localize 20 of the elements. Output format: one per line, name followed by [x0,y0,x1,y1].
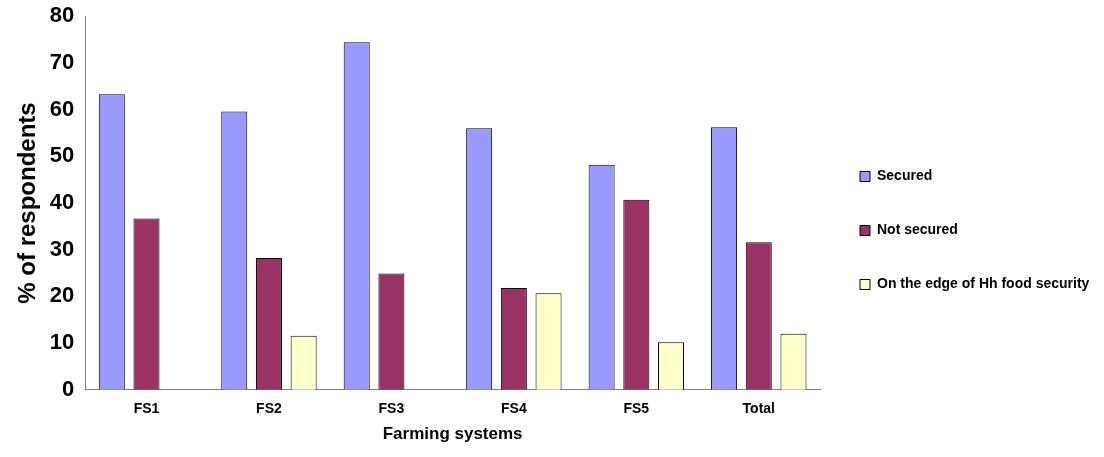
x-tick-label: FS4 [501,400,527,417]
legend-label: On the edge of Hh food security [877,275,1090,292]
x-axis-title: Farming systems [382,424,523,444]
x-tick-label: FS5 [623,400,650,417]
x-tick-label: Total [742,400,775,417]
y-tick-label: 70 [49,48,75,74]
y-tick-label: 20 [49,282,75,308]
y-tick-label: 30 [49,235,75,261]
y-tick-label: 60 [49,95,75,121]
y-axis-title: % of respondents [13,102,41,304]
y-tick-label: 0 [62,375,75,401]
legend-label: Not secured [877,221,958,238]
x-tick-label: FS2 [256,400,282,417]
y-tick-label: 50 [49,142,75,168]
legend-label: Secured [877,167,933,184]
y-tick-label: 80 [49,2,75,28]
y-tick-label: 40 [49,189,75,215]
x-tick-label: FS1 [133,400,160,417]
y-tick-label: 10 [49,329,75,355]
x-tick-label: FS3 [378,400,405,417]
